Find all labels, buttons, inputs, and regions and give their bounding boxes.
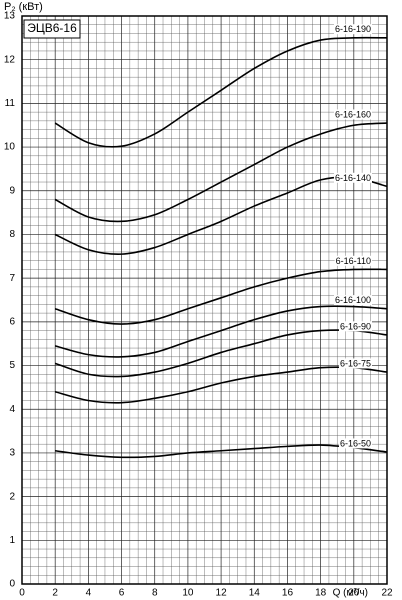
series-label-bg	[333, 24, 372, 35]
y-tick-label: 10	[4, 142, 16, 153]
series-label: 6-16-90	[340, 321, 371, 331]
series-line	[54, 329, 388, 378]
series-line	[54, 268, 388, 325]
x-tick-label: 10	[182, 588, 194, 599]
series-label-bg	[333, 109, 372, 120]
series-line	[54, 122, 388, 223]
series-label-bg	[334, 255, 372, 266]
y-tick-label: 3	[9, 448, 15, 459]
x-tick-label: 22	[381, 588, 393, 599]
series-line	[54, 366, 388, 404]
x-tick-label: 0	[19, 588, 25, 599]
series-label: 6-16-140	[335, 173, 371, 183]
chart-title: ЭЦВ6-16	[27, 21, 77, 35]
x-tick-label: 20	[348, 588, 360, 599]
y-tick-label: 6	[9, 316, 15, 327]
series-label-bg	[333, 172, 372, 183]
series-label: 6-16-50	[340, 438, 371, 448]
series-line	[54, 36, 388, 148]
grid	[21, 15, 388, 585]
x-tick-label: 2	[52, 588, 58, 599]
series-line	[54, 176, 388, 255]
title-box	[23, 19, 81, 39]
plot-frame	[21, 15, 388, 585]
y-tick-label: 8	[9, 229, 15, 240]
y-tick-label: 1	[9, 535, 15, 546]
x-tick-label: 4	[86, 588, 92, 599]
y-tick-label: 0	[9, 579, 15, 590]
series-line	[55, 444, 388, 459]
x-tick-label: 14	[249, 588, 261, 599]
y-tick-label: 5	[9, 360, 15, 371]
x-tick-label: 18	[315, 588, 327, 599]
series-label-bg	[338, 321, 372, 332]
x-axis-label: Q (м³/ч)	[333, 588, 368, 599]
series-line	[54, 305, 388, 358]
y-tick-label: 13	[4, 11, 16, 22]
series-label-bg	[333, 295, 372, 306]
y-axis-label: P₂ (кВт)	[4, 1, 43, 13]
series-label: 6-16-190	[335, 24, 371, 34]
x-tick-label: 6	[119, 588, 125, 599]
series-label: 6-16-110	[336, 256, 371, 266]
series-label: 6-16-160	[335, 109, 371, 119]
series-label-bg	[338, 438, 372, 449]
y-tick-label: 4	[9, 404, 15, 415]
series-label: 6-16-100	[335, 295, 371, 305]
y-tick-label: 9	[9, 185, 15, 196]
x-tick-label: 8	[152, 588, 158, 599]
series-label: 6-16-75	[340, 358, 371, 368]
y-tick-label: 2	[9, 491, 15, 502]
y-tick-label: 11	[5, 98, 16, 109]
x-tick-label: 12	[216, 588, 228, 599]
y-tick-label: 7	[9, 273, 15, 284]
x-tick-label: 16	[282, 588, 294, 599]
series-label-bg	[338, 358, 372, 369]
y-tick-label: 12	[4, 54, 16, 65]
